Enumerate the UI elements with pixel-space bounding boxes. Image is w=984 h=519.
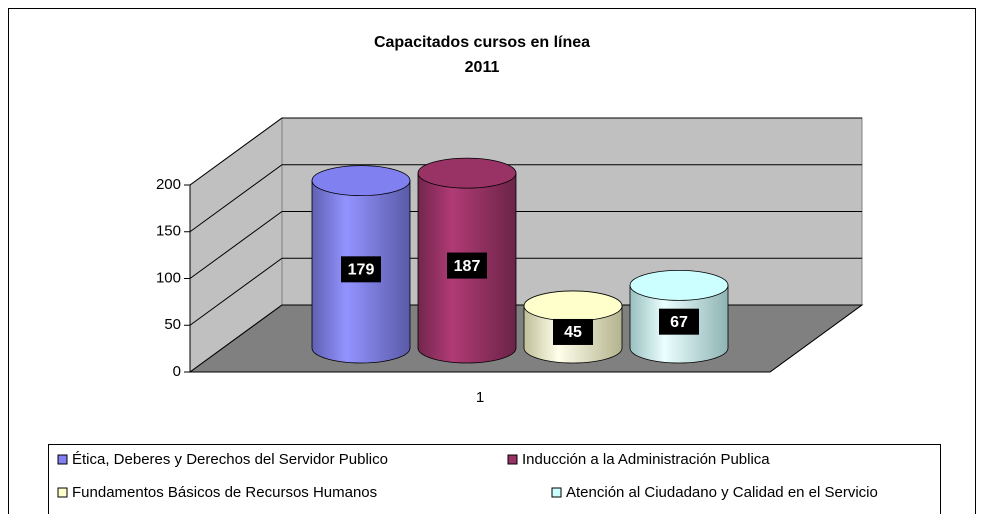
legend-box (48, 444, 941, 519)
grid-line (189, 211, 862, 279)
data-label: 45 (564, 324, 582, 341)
data-label-box (659, 308, 699, 335)
y-tick-label: 50 (164, 316, 181, 333)
legend-swatch (57, 454, 68, 465)
data-label: 179 (348, 262, 375, 279)
x-tick-label: 1 (476, 389, 484, 406)
chart-title: Capacitados cursos en línea (374, 34, 590, 51)
legend-swatch (551, 487, 562, 498)
legend-swatch (507, 454, 518, 465)
cylinder-top (417, 157, 517, 189)
data-label: 187 (454, 258, 481, 275)
cylinder-top (523, 290, 623, 322)
legend-label: Atención al Ciudadano y Calidad en el Se… (566, 484, 878, 501)
cylinder-top (311, 165, 411, 197)
data-label: 67 (670, 314, 688, 331)
x-axis-depth (769, 304, 863, 373)
y-tick-label: 100 (156, 269, 181, 286)
data-label-box (553, 318, 593, 345)
grid-line (189, 257, 862, 326)
legend-label: Inducción a la Administración Publica (522, 451, 770, 468)
grid-line (189, 117, 862, 186)
cylinder-top (629, 269, 729, 301)
data-label-box (447, 252, 487, 279)
data-label-box (341, 256, 381, 283)
grid-line (189, 164, 862, 233)
chart-subtitle: 2011 (465, 59, 500, 76)
legend-swatch (57, 487, 68, 498)
y-tick-label: 200 (156, 176, 181, 193)
legend-label: Fundamentos Básicos de Recursos Humanos (72, 484, 377, 501)
y-tick-label: 0 (173, 363, 181, 380)
y-tick-label: 150 (156, 223, 181, 240)
legend-label: Ética, Deberes y Derechos del Servidor P… (72, 451, 388, 468)
